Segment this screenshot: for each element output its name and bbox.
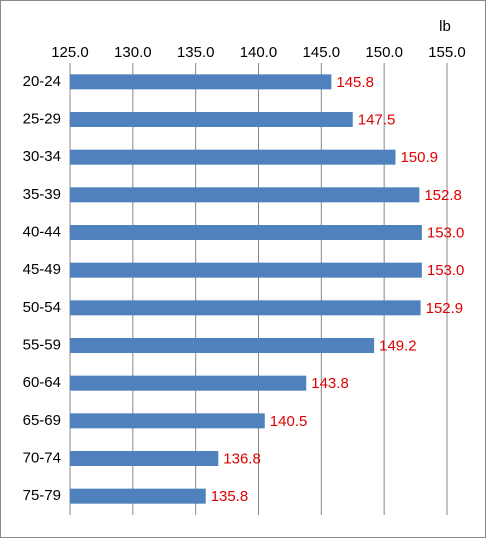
x-tick-label: 135.0	[177, 44, 215, 61]
y-tick-label: 35-39	[23, 186, 61, 203]
value-label: 153.0	[427, 224, 465, 241]
bar	[70, 74, 332, 90]
value-label: 150.9	[400, 149, 438, 166]
y-tick-label: 20-24	[23, 73, 61, 90]
value-label: 136.8	[223, 450, 261, 467]
y-tick-label: 70-74	[23, 449, 61, 466]
bar	[70, 375, 307, 391]
x-tick-label: 150.0	[365, 44, 403, 61]
bar	[70, 187, 420, 203]
value-label: 152.8	[424, 187, 462, 204]
bar	[70, 413, 265, 429]
y-tick-label: 60-64	[23, 374, 61, 391]
y-tick-label: 45-49	[23, 261, 61, 278]
value-label: 153.0	[427, 262, 465, 279]
bar	[70, 112, 353, 127]
y-tick-label: 65-69	[23, 412, 61, 429]
value-label: 143.8	[311, 375, 349, 392]
x-tick-label: 155.0	[428, 44, 466, 61]
x-tick-label: 140.0	[240, 44, 278, 61]
y-tick-label: 55-59	[23, 336, 61, 353]
bar	[70, 488, 206, 504]
value-label: 135.8	[211, 488, 249, 505]
value-label: 152.9	[426, 300, 464, 317]
x-tick-label: 130.0	[114, 44, 152, 61]
bar	[70, 225, 422, 240]
y-tick-label: 30-34	[23, 148, 61, 165]
value-label: 140.5	[270, 413, 308, 430]
value-label: 149.2	[379, 337, 417, 354]
bar	[70, 338, 375, 353]
y-tick-label: 40-44	[23, 223, 61, 240]
x-tick-label: 125.0	[51, 44, 89, 61]
value-label: 145.8	[336, 74, 374, 91]
axis-unit: lb	[439, 18, 451, 35]
x-tick-label: 145.0	[303, 44, 341, 61]
bar	[70, 451, 219, 466]
value-label: 147.5	[358, 111, 396, 128]
bar	[70, 300, 421, 316]
y-tick-label: 25-29	[23, 110, 61, 127]
bar	[70, 262, 422, 278]
bar	[70, 149, 396, 165]
y-tick-label: 75-79	[23, 487, 61, 504]
y-tick-label: 50-54	[23, 299, 61, 316]
